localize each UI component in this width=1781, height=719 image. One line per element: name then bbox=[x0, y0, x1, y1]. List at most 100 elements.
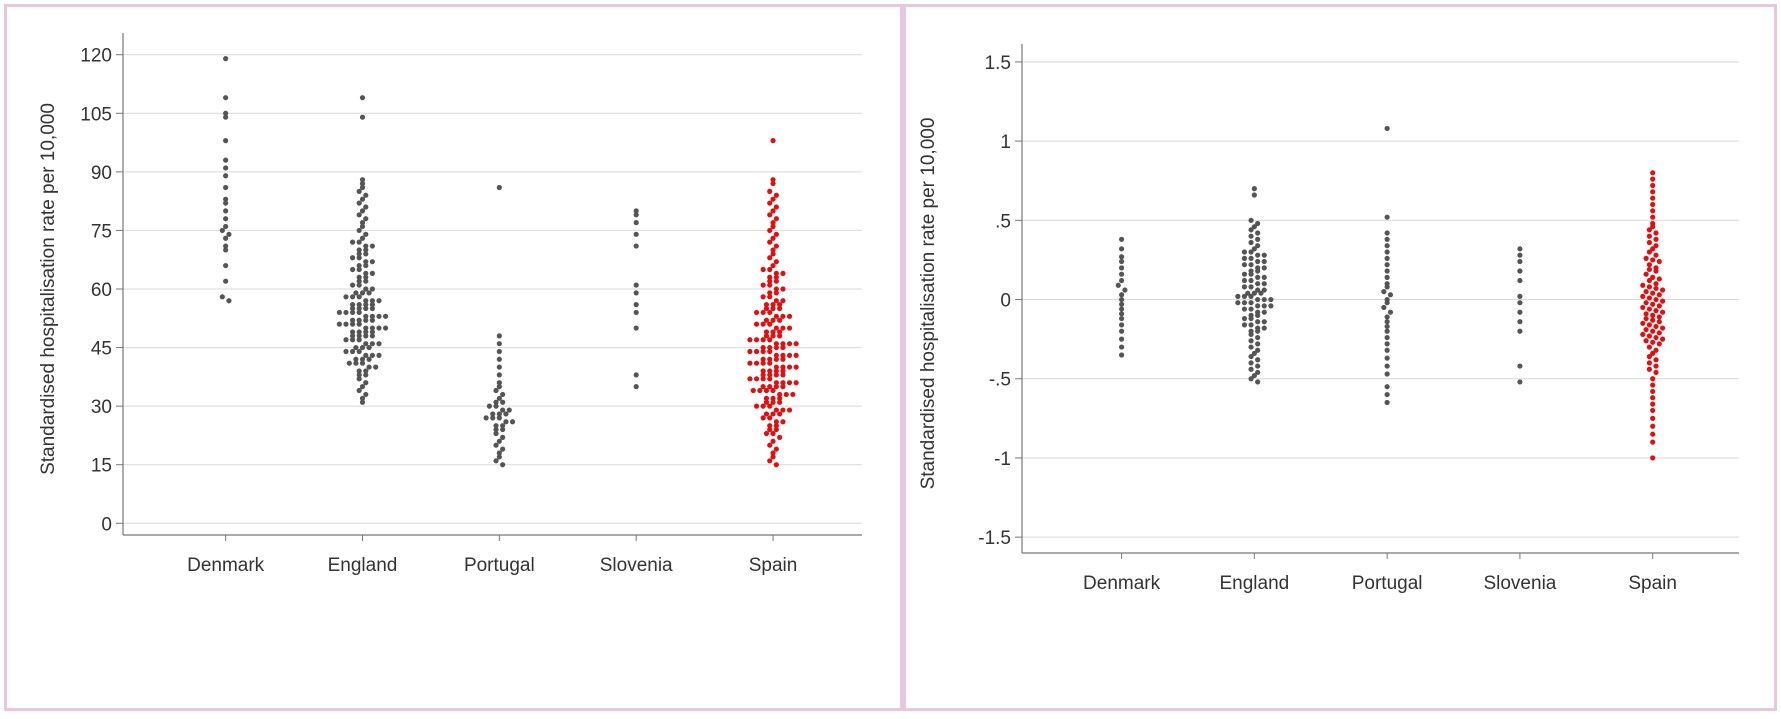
data-point-spain bbox=[773, 325, 779, 331]
data-point-denmark bbox=[1115, 282, 1121, 288]
data-point-spain bbox=[783, 391, 789, 398]
data-point-spain bbox=[777, 305, 783, 312]
data-point-spain bbox=[1653, 296, 1659, 303]
data-point-spain bbox=[1646, 344, 1652, 350]
data-point-england bbox=[359, 177, 366, 183]
data-point-portugal bbox=[496, 438, 502, 444]
data-point-portugal bbox=[1384, 347, 1390, 353]
data-point-spain bbox=[767, 294, 773, 300]
data-point-england bbox=[1255, 363, 1261, 369]
data-point-spain bbox=[786, 313, 793, 319]
data-point-england bbox=[363, 368, 369, 374]
data-point-spain bbox=[753, 309, 760, 316]
data-point-denmark bbox=[1118, 258, 1125, 265]
data-point-denmark bbox=[219, 227, 225, 234]
data-point-england bbox=[1248, 217, 1254, 223]
data-point-spain bbox=[773, 216, 779, 222]
data-point-spain bbox=[770, 208, 776, 214]
data-point-england bbox=[1241, 284, 1248, 290]
data-point-england bbox=[369, 270, 375, 276]
data-point-england bbox=[356, 227, 362, 234]
data-point-spain bbox=[763, 302, 770, 308]
data-point-spain bbox=[1643, 271, 1649, 277]
data-point-spain bbox=[767, 282, 773, 288]
data-point-spain bbox=[1646, 360, 1652, 366]
data-point-spain bbox=[1653, 308, 1659, 314]
data-point-spain bbox=[773, 364, 779, 370]
data-point-spain bbox=[1650, 401, 1656, 407]
data-point-spain bbox=[760, 403, 766, 409]
data-point-spain bbox=[777, 333, 783, 339]
data-point-england bbox=[1261, 265, 1267, 271]
data-point-england bbox=[369, 298, 375, 304]
data-point-portugal bbox=[496, 415, 502, 421]
data-point-spain bbox=[767, 442, 773, 448]
data-point-portugal bbox=[1384, 214, 1390, 220]
data-point-england bbox=[363, 302, 369, 308]
data-point-spain bbox=[767, 415, 773, 421]
data-point-spain bbox=[770, 138, 776, 144]
data-point-portugal bbox=[1384, 341, 1390, 347]
data-point-denmark bbox=[1118, 306, 1125, 312]
data-point-england bbox=[349, 348, 356, 355]
data-point-england bbox=[1248, 239, 1254, 246]
data-point-england bbox=[1248, 300, 1254, 306]
data-point-denmark bbox=[1122, 287, 1128, 293]
data-point-slovenia bbox=[633, 290, 639, 296]
data-point-england bbox=[1248, 277, 1254, 284]
data-point-england bbox=[369, 352, 375, 358]
data-point-portugal bbox=[493, 387, 499, 394]
data-point-spain bbox=[777, 302, 783, 308]
data-point-portugal bbox=[1384, 274, 1390, 280]
data-point-spain bbox=[767, 423, 773, 429]
data-point-slovenia bbox=[1517, 363, 1523, 369]
data-point-spain bbox=[773, 298, 779, 304]
data-point-spain bbox=[1650, 382, 1656, 388]
data-point-england bbox=[1261, 296, 1267, 303]
data-point-spain bbox=[767, 426, 773, 433]
data-point-england bbox=[363, 247, 369, 253]
data-point-spain bbox=[760, 376, 766, 382]
data-point-england bbox=[356, 321, 362, 327]
data-point-england bbox=[376, 313, 382, 319]
y-tick-label: 90 bbox=[91, 163, 112, 184]
y-tick-label: 0 bbox=[101, 514, 112, 535]
data-point-spain bbox=[747, 337, 753, 343]
data-point-spain bbox=[770, 329, 776, 335]
data-point-england bbox=[1255, 319, 1261, 325]
data-point-spain bbox=[1650, 274, 1656, 280]
data-point-spain bbox=[767, 200, 773, 206]
data-point-spain bbox=[760, 344, 766, 351]
data-point-denmark bbox=[1118, 277, 1125, 284]
data-point-portugal bbox=[1381, 304, 1387, 311]
data-point-spain bbox=[793, 352, 799, 358]
data-point-spain bbox=[786, 364, 793, 370]
data-point-spain bbox=[770, 450, 776, 456]
data-point-portugal bbox=[1384, 319, 1390, 325]
data-point-portugal bbox=[500, 434, 506, 440]
data-point-portugal bbox=[1384, 371, 1390, 377]
y-tick-label: 1 bbox=[1000, 132, 1011, 153]
data-point-england bbox=[356, 200, 362, 206]
data-point-spain bbox=[1653, 236, 1659, 242]
data-point-spain bbox=[1650, 455, 1656, 461]
data-point-england bbox=[343, 294, 349, 300]
x-tick-label-denmark: Denmark bbox=[1083, 573, 1161, 594]
data-point-spain bbox=[1650, 290, 1656, 296]
data-point-spain bbox=[1643, 311, 1649, 317]
data-point-spain bbox=[773, 423, 779, 429]
data-point-portugal bbox=[1384, 300, 1390, 306]
data-point-spain bbox=[780, 352, 786, 358]
data-point-spain bbox=[1646, 249, 1652, 255]
data-point-england bbox=[356, 212, 362, 218]
data-point-spain bbox=[770, 395, 776, 401]
data-point-england bbox=[363, 352, 369, 358]
data-point-spain bbox=[1656, 303, 1662, 309]
data-point-denmark bbox=[223, 184, 229, 191]
data-point-denmark bbox=[223, 243, 229, 249]
data-point-england bbox=[356, 239, 362, 245]
data-point-spain bbox=[1650, 376, 1656, 382]
data-point-spain bbox=[773, 243, 779, 249]
data-point-spain bbox=[767, 344, 773, 351]
data-point-denmark bbox=[223, 196, 229, 202]
